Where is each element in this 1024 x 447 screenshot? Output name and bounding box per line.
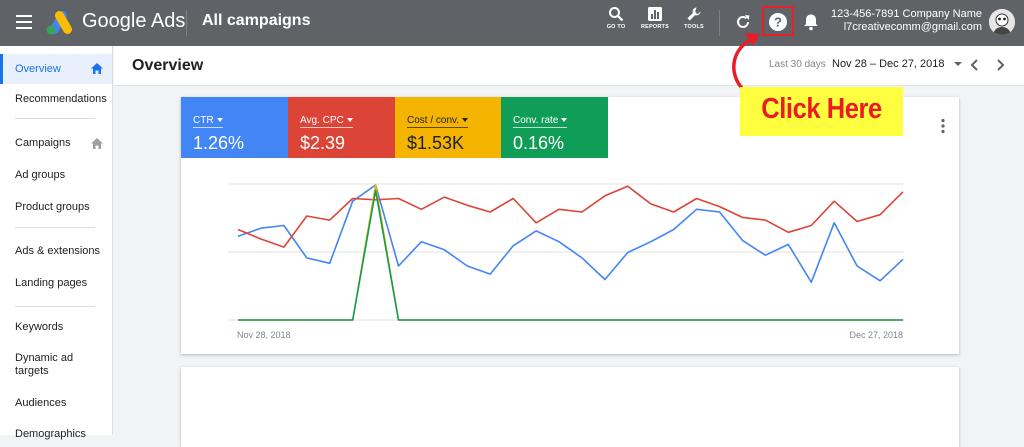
top-bar: Google Ads All campaigns GO TO REPORTS T… <box>0 0 1024 46</box>
series-line-1 <box>237 185 904 248</box>
sidebar-item-label: Ads & extensions <box>15 245 100 257</box>
refresh-icon[interactable] <box>734 13 752 31</box>
sidebar-item-overview[interactable]: Overview <box>0 54 112 84</box>
wrench-icon <box>687 7 701 21</box>
chevron-right-icon[interactable] <box>995 59 1005 71</box>
sidebar-item-label: Keywords <box>15 321 64 333</box>
help-highlight-box <box>762 6 794 36</box>
chevron-left-icon[interactable] <box>970 59 980 71</box>
home-icon <box>91 63 103 74</box>
sidebar-item-recommendations[interactable]: Recommendations <box>0 93 112 106</box>
metric-value: 1.26% <box>193 133 245 153</box>
sidebar-item-campaigns[interactable]: Campaigns <box>0 137 112 150</box>
sidebar-item-label: Recommendations <box>15 93 107 105</box>
reports-label: REPORTS <box>641 24 669 30</box>
secondary-card <box>181 367 959 447</box>
sidebar-item-label: Audiences <box>15 397 67 409</box>
sidebar-item-label: Dynamic ad targets <box>15 352 74 377</box>
home-icon <box>91 137 103 149</box>
account-email: l7creativecomm@gmail.com <box>843 21 982 33</box>
metric-value: $2.39 <box>300 133 346 153</box>
x-tick-label-end: Dec 27, 2018 <box>849 330 903 340</box>
sidebar-item-label: Ad groups <box>15 169 66 181</box>
performance-chart: Nov 28, 2018 Dec 27, 2018 <box>228 183 904 340</box>
reports-button[interactable]: REPORTS <box>635 6 675 30</box>
bell-icon[interactable] <box>803 13 819 31</box>
chevron-down-icon[interactable] <box>954 62 962 66</box>
brand-name: Google Ads <box>82 10 186 32</box>
account-info[interactable]: 123-456-7891 Company Name l7creativecomm… <box>831 8 982 34</box>
view-title[interactable]: All campaigns <box>202 12 311 29</box>
page-header: Overview Last 30 days Nov 28 – Dec 27, 2… <box>114 46 1024 86</box>
callout-arrow-icon <box>732 33 760 90</box>
goto-label: GO TO <box>606 24 626 30</box>
sidebar-item-landing-pages[interactable]: Landing pages <box>0 277 112 290</box>
metric-label[interactable]: CTR <box>193 115 223 128</box>
dropdown-caret-icon <box>462 118 469 123</box>
sidebar-item-ads-extensions[interactable]: Ads & extensions <box>0 245 112 258</box>
metric-label[interactable]: Avg. CPC <box>300 115 353 128</box>
metric-label[interactable]: Cost / conv. <box>407 115 469 128</box>
metric-cost-per-conv[interactable]: Cost / conv. $1.53K <box>395 97 502 158</box>
sidebar-divider <box>15 118 95 119</box>
search-icon <box>609 7 624 22</box>
metric-value: $1.53K <box>407 133 465 153</box>
metric-value: 0.16% <box>513 133 565 153</box>
sidebar-divider <box>15 306 95 307</box>
metric-ctr[interactable]: CTR 1.26% <box>181 97 288 158</box>
reports-icon <box>648 7 662 21</box>
account-name: 123-456-7891 Company Name <box>830 8 982 20</box>
tools-label: TOOLS <box>684 24 704 30</box>
click-here-callout: Click Here <box>740 87 903 136</box>
svg-text:?: ? <box>774 15 782 30</box>
page-title: Overview <box>132 57 204 74</box>
goto-button[interactable]: GO TO <box>596 6 636 30</box>
divider <box>186 10 187 36</box>
metric-avg-cpc[interactable]: Avg. CPC $2.39 <box>288 97 395 158</box>
date-range-selector[interactable]: Nov 28 – Dec 27, 2018 <box>832 58 945 70</box>
series-line-0 <box>237 184 904 283</box>
series-line-3 <box>238 189 903 321</box>
tools-button[interactable]: TOOLS <box>674 6 714 30</box>
avatar[interactable] <box>989 9 1015 35</box>
performance-card: CTR 1.26% Avg. CPC $2.39 Cost / conv. $1… <box>181 97 959 354</box>
menu-icon[interactable] <box>16 15 32 29</box>
x-tick-label-start: Nov 28, 2018 <box>237 330 291 340</box>
sidebar-item-dynamic-ad-targets[interactable]: Dynamic ad targets <box>0 352 100 378</box>
callout-text: Click Here <box>761 93 882 125</box>
sidebar-item-audiences[interactable]: Audiences <box>0 397 112 410</box>
sidebar-item-label: Campaigns <box>15 137 71 149</box>
metric-conv-rate[interactable]: Conv. rate 0.16% <box>501 97 608 158</box>
sidebar-item-product-groups[interactable]: Product groups <box>0 201 112 214</box>
sidebar: Overview Recommendations Campaigns Ad gr… <box>0 46 113 440</box>
sidebar-item-keywords[interactable]: Keywords <box>0 321 112 334</box>
sidebar-item-label: Landing pages <box>15 277 88 289</box>
divider <box>719 10 720 36</box>
metric-label[interactable]: Conv. rate <box>513 115 568 128</box>
sidebar-item-ad-groups[interactable]: Ad groups <box>0 169 112 182</box>
sidebar-divider <box>15 227 95 228</box>
sidebar-item-label: Overview <box>15 63 61 75</box>
more-options-icon[interactable] <box>940 118 946 134</box>
dropdown-caret-icon <box>216 118 223 123</box>
dropdown-caret-icon <box>561 118 568 123</box>
sidebar-item-label: Demographics <box>15 428 86 440</box>
google-ads-logo-icon <box>46 11 72 35</box>
avatar-icon <box>989 9 1015 35</box>
dropdown-caret-icon <box>346 118 353 123</box>
help-icon[interactable]: ? <box>768 12 788 32</box>
sidebar-item-label: Product groups <box>15 201 90 213</box>
date-period-label: Last 30 days <box>769 59 826 70</box>
